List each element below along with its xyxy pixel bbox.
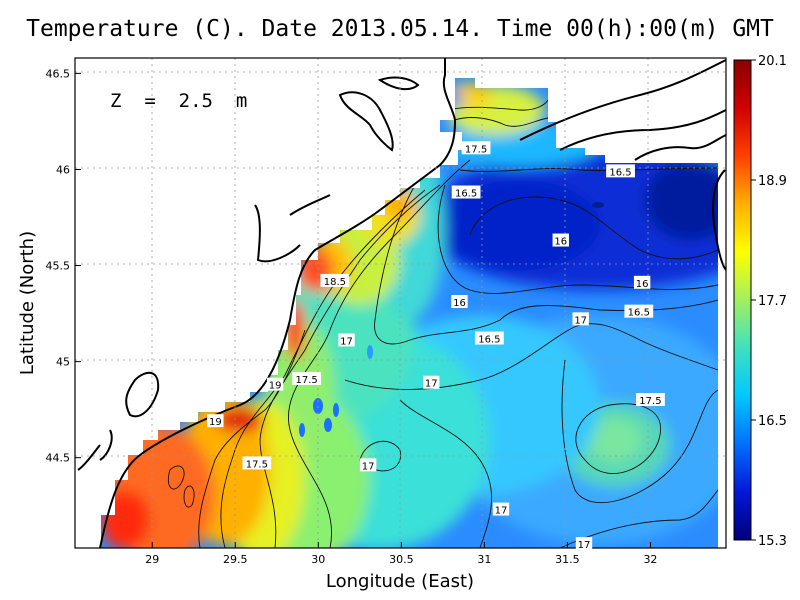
contour-label-box xyxy=(624,304,654,318)
colorbar-tick-label: 16.5 xyxy=(758,414,787,429)
colorbar-tick-label: 20.1 xyxy=(758,54,787,69)
contour-label: 17.5 xyxy=(639,396,661,407)
y-tick-label: 45 xyxy=(56,356,70,369)
contour-label-box xyxy=(320,273,350,287)
contour-label: 17 xyxy=(362,461,375,472)
contour-label: 17.5 xyxy=(246,459,268,470)
y-axis-ticks: 46.5 46 45.5 45 44.5 xyxy=(46,67,81,465)
contour-label-box xyxy=(338,333,355,347)
contour-label: 17 xyxy=(578,540,591,551)
y-tick-label: 46 xyxy=(56,163,70,176)
contour-label: 18.5 xyxy=(324,277,346,288)
contour-label-box xyxy=(292,371,322,385)
contour-label: 16 xyxy=(636,279,649,290)
x-axis-label: Longitude (East) xyxy=(326,571,474,592)
plot-frame xyxy=(74,57,727,549)
contour-label-box xyxy=(633,275,651,289)
contour-label-box xyxy=(242,456,272,470)
y-axis-label: Latitude (North) xyxy=(17,231,38,375)
contour-label-box xyxy=(423,375,440,389)
contour-label-box xyxy=(552,233,569,247)
contour-label: 17 xyxy=(495,506,508,517)
contour-label: 16.5 xyxy=(455,189,477,200)
contour-label-box xyxy=(359,458,377,472)
contour-label: 17 xyxy=(340,336,353,347)
contour-label-box xyxy=(266,377,284,391)
contour-label-box xyxy=(606,164,635,178)
contour-label: 17.5 xyxy=(465,144,487,155)
y-tick-label: 46.5 xyxy=(46,67,71,80)
temperature-field xyxy=(101,78,718,548)
contour-label: 16 xyxy=(453,298,466,309)
colorbar-tick-label: 18.9 xyxy=(758,174,787,189)
y-tick-label: 45.5 xyxy=(46,260,71,273)
depth-label: Z = 2.5 m xyxy=(110,90,247,112)
x-axis-ticks: 29 29.5 30 30.5 31 31.5 32 xyxy=(145,542,657,566)
x-tick-label: 29 xyxy=(145,553,159,566)
x-tick-label: 31 xyxy=(477,553,491,566)
contour-label-box xyxy=(636,393,665,407)
x-tick-label: 31.5 xyxy=(555,553,580,566)
x-tick-label: 32 xyxy=(643,553,657,566)
contour-label-box xyxy=(492,502,510,516)
x-tick-label: 29.5 xyxy=(223,553,248,566)
contour-label: 17 xyxy=(574,315,587,326)
contour-label: 16.5 xyxy=(628,308,650,319)
colorbar-tick-label: 15.3 xyxy=(758,534,787,549)
y-tick-label: 44.5 xyxy=(46,452,71,465)
contour-label: 16.5 xyxy=(478,335,500,346)
contour-label: 19 xyxy=(269,381,282,392)
contour-label: 16 xyxy=(554,237,567,248)
x-tick-label: 30 xyxy=(311,553,325,566)
contour-labels: 17.5 16.5 16.5 16 18.5 16 16 16.5 17 17 16.5 17.5 19… xyxy=(207,141,665,551)
contour-label-box xyxy=(451,295,468,309)
coastline xyxy=(77,58,726,548)
contour-label: 16.5 xyxy=(609,167,631,178)
contour-label: 17.5 xyxy=(296,375,318,386)
contour-label-box xyxy=(461,141,491,155)
contour-label-box xyxy=(572,312,589,326)
contour-label-box xyxy=(451,185,481,199)
contour-label: 19 xyxy=(209,417,222,428)
colorbar-ticks: 20.1 18.9 17.7 16.5 15.3 xyxy=(751,54,787,549)
chart-title: Temperature (C). Date 2013.05.14. Time 0… xyxy=(26,16,774,42)
contour-label-box xyxy=(474,331,504,345)
x-tick-label: 30.5 xyxy=(389,553,414,566)
contour-label-box xyxy=(207,414,224,428)
grid xyxy=(75,58,726,548)
contour-label-box xyxy=(575,537,593,551)
colorbar-tick-label: 17.7 xyxy=(758,294,787,309)
colorbar xyxy=(733,59,752,541)
contour-label: 17 xyxy=(425,379,438,390)
